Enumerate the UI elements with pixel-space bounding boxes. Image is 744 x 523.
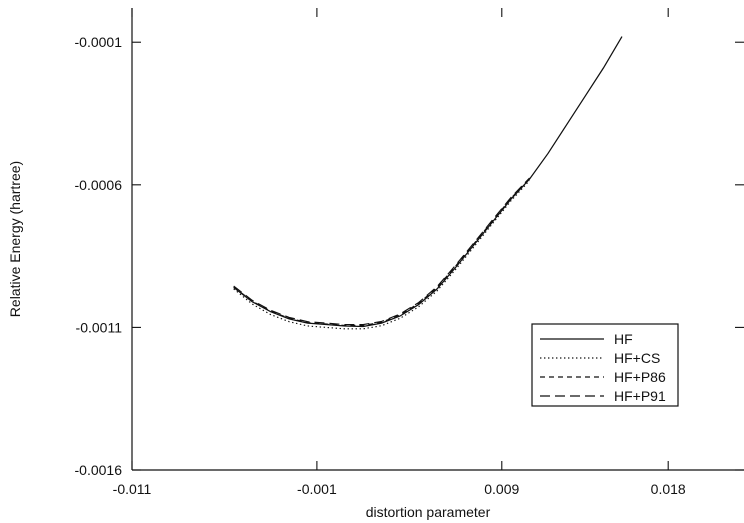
series-line-hf-cs [233,180,530,330]
legend-label: HF+P86 [614,369,666,385]
legend: HF HF+CS HF+P86 HF+P91 [531,323,679,407]
x-tick-label: -0.011 [113,481,152,497]
x-tick-label: -0.001 [297,481,337,497]
legend-label: HF+P91 [614,388,666,404]
y-tick-label: -0.0011 [76,319,123,335]
legend-box [531,323,679,407]
x-axis-title: distortion parameter [366,504,491,520]
y-tick-label: -0.0001 [75,34,123,50]
legend-label: HF+CS [614,350,660,366]
plot-area [131,8,744,471]
series-layer [233,36,623,330]
x-tick-label: 0.009 [484,481,519,497]
series-line-hf-p86 [233,178,530,326]
series-line-hf-p91 [233,177,530,326]
y-tick-label: -0.0016 [75,462,123,478]
y-tick-label: -0.0006 [75,177,123,193]
y-axis: -0.0016 -0.0011 -0.0006 -0.0001 [75,34,744,478]
legend-label: HF [614,331,633,347]
x-axis: -0.011 -0.001 0.009 0.018 [113,8,686,497]
y-axis-title: Relative Energy (hartree) [7,161,23,317]
x-tick-label: 0.018 [651,481,686,497]
series-line-hf [233,36,623,328]
